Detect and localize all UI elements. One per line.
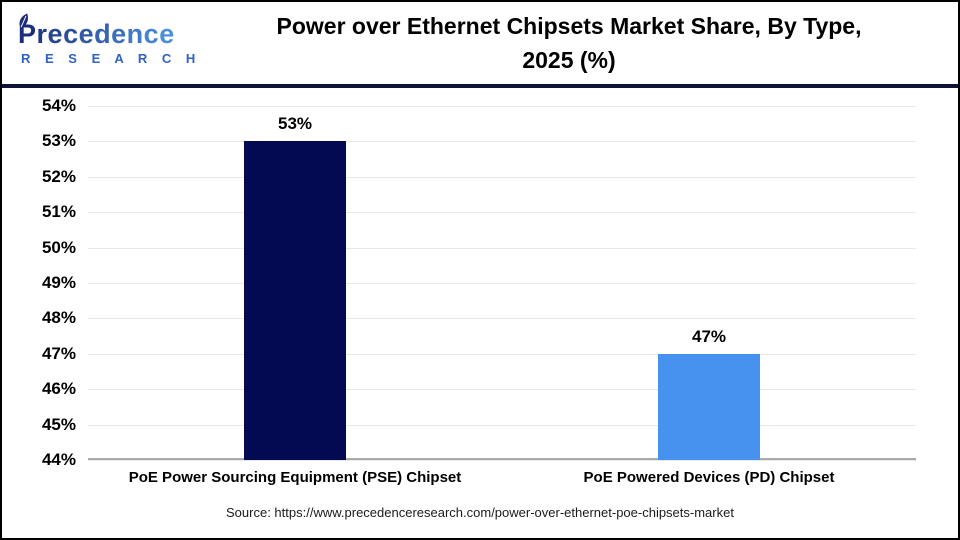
x-axis: PoE Power Sourcing Equipment (PSE) Chips… xyxy=(88,469,916,486)
y-tick-label: 49% xyxy=(41,273,76,292)
gridline xyxy=(88,318,916,320)
logo-subtitle: R E S E A R C H xyxy=(21,50,201,66)
y-tick-label: 50% xyxy=(41,237,76,257)
y-tick-label: 48% xyxy=(41,308,76,328)
y-tick-label: 45% xyxy=(41,414,76,434)
y-tick-label: 47% xyxy=(41,343,76,363)
gridline xyxy=(88,460,916,461)
bar-2 xyxy=(658,353,760,460)
y-tick-label: 51% xyxy=(41,202,76,222)
bar-value-label: 47% xyxy=(691,326,727,346)
chart-title-line2: 2025 (%) xyxy=(522,47,616,73)
x-category-label: PoE Powered Devices (PD) Chipset xyxy=(583,469,835,486)
gridline xyxy=(88,389,916,391)
chart-body: 54% 53% 52% 51% 50% 49% 48% 47% 46% 45% 44% 53% 47% xyxy=(2,96,916,469)
gridline xyxy=(88,176,916,178)
leaf-icon xyxy=(15,12,34,33)
source-text: Source: https://www.precedenceresearch.c… xyxy=(226,505,734,520)
gridline xyxy=(88,247,916,249)
precedence-logo: Precedence R E S E A R C H xyxy=(2,13,214,66)
y-axis: 54% 53% 52% 51% 50% 49% 48% 47% 46% 45% 44% xyxy=(2,96,88,469)
gridline xyxy=(88,106,916,107)
logo-wordmark: Precedence xyxy=(18,13,214,49)
bar-1 xyxy=(244,141,346,460)
logo-name: Precedence xyxy=(18,18,175,49)
gridline xyxy=(88,353,916,355)
y-tick-label: 46% xyxy=(41,379,76,399)
gridline xyxy=(88,212,916,214)
gridline xyxy=(88,141,916,143)
y-tick-label: 54% xyxy=(41,96,76,115)
x-axis-line xyxy=(88,458,916,461)
y-tick-label: 44% xyxy=(41,450,76,469)
bar-chart: 54% 53% 52% 51% 50% 49% 48% 47% 46% 45% 44% 53% 47%… xyxy=(2,88,958,486)
y-tick-label: 53% xyxy=(41,131,76,151)
chart-title-line1: Power over Ethernet Chipsets Market Shar… xyxy=(276,12,862,39)
x-category-label: PoE Power Sourcing Equipment (PSE) Chips… xyxy=(128,469,462,486)
y-tick-label: 52% xyxy=(41,166,76,186)
header: Precedence R E S E A R C H Power over Et… xyxy=(2,2,958,84)
plot-area: 53% 47% xyxy=(88,106,916,461)
chart-title: Power over Ethernet Chipsets Market Shar… xyxy=(214,9,958,78)
header-divider xyxy=(2,84,958,88)
gridline xyxy=(88,283,916,284)
bar-value-label: 53% xyxy=(277,114,313,134)
gridline xyxy=(88,424,916,426)
